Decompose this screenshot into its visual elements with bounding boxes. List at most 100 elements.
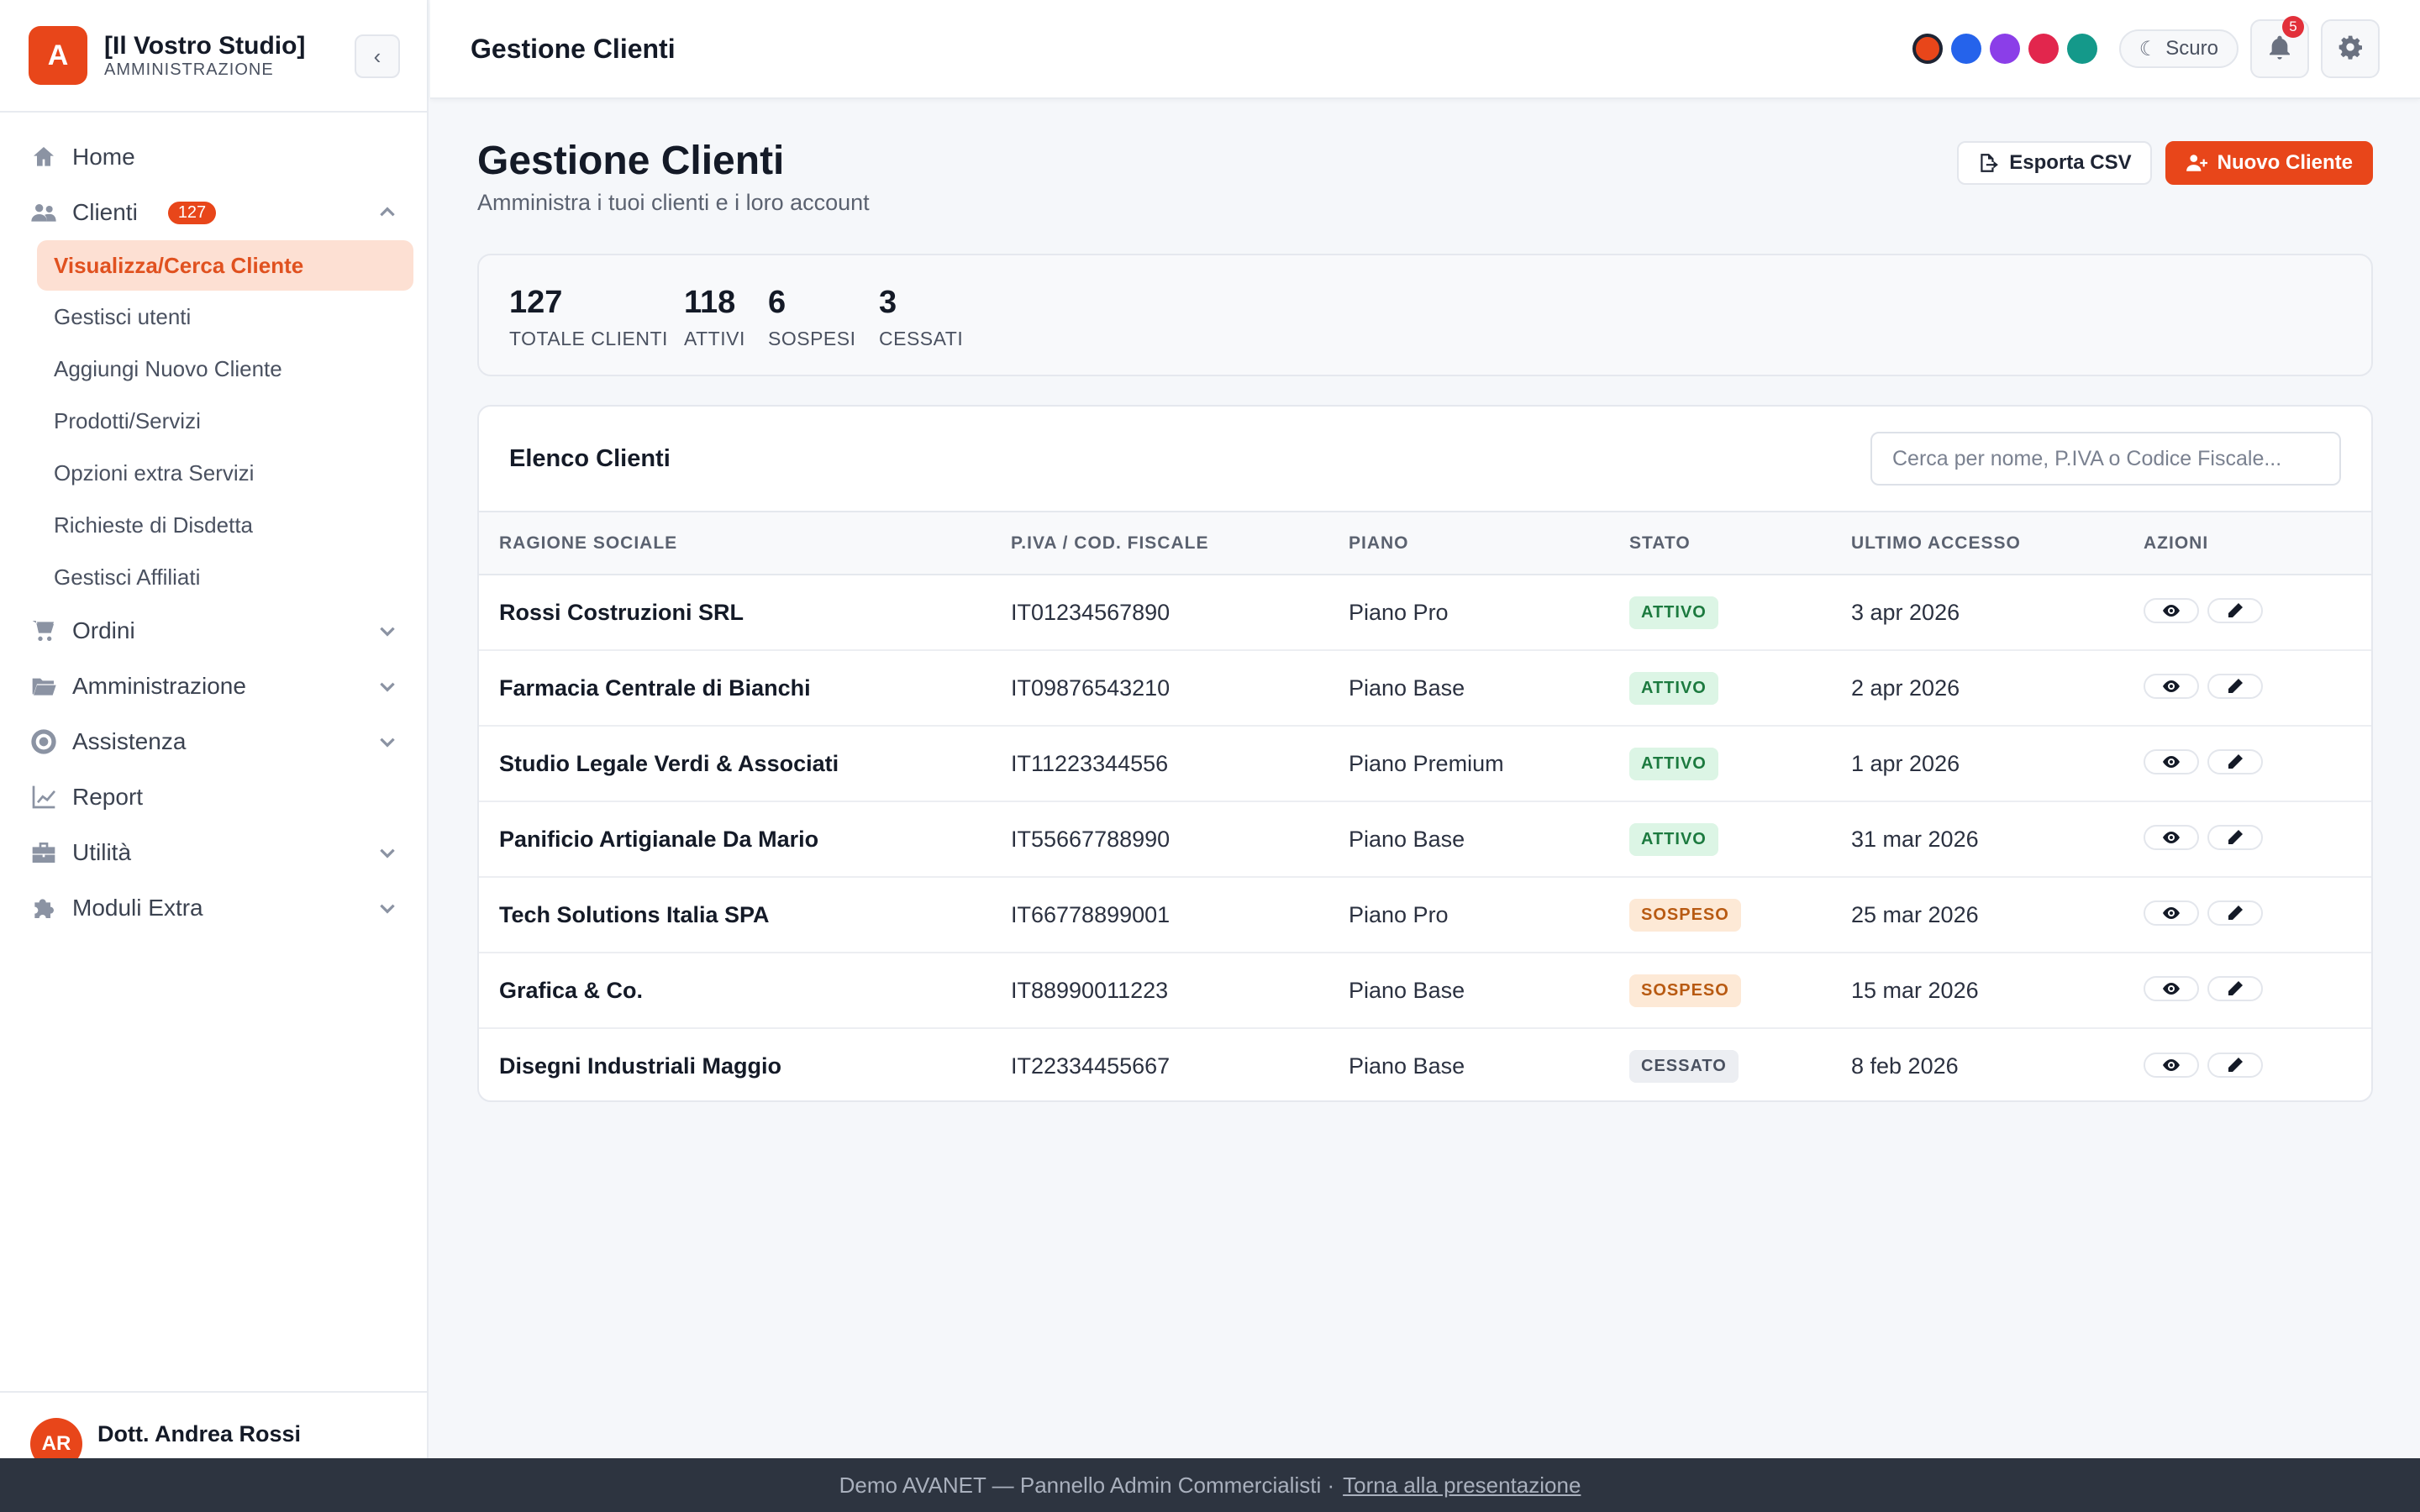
color-swatch-teal[interactable] bbox=[2066, 34, 2097, 64]
client-plan: Piano Base bbox=[1349, 977, 1465, 1003]
settings-button[interactable] bbox=[2321, 19, 2380, 78]
sidebar-nav: Home Clienti 127 Visualizza/Cerca Client… bbox=[0, 113, 427, 936]
stat-value: 118 bbox=[684, 285, 736, 320]
new-client-label: Nuovo Cliente bbox=[2217, 151, 2353, 174]
view-button[interactable] bbox=[2144, 598, 2199, 623]
edit-button[interactable] bbox=[2207, 900, 2263, 926]
client-piva: IT66778899001 bbox=[1011, 901, 1171, 927]
edit-button[interactable] bbox=[2207, 1052, 2263, 1078]
moon-icon: ☾ bbox=[2139, 37, 2158, 60]
stat-value: 127 bbox=[509, 285, 563, 320]
sidebar-subitem-opzioni-extra[interactable]: Opzioni extra Servizi bbox=[54, 459, 255, 486]
client-name[interactable]: Studio Legale Verdi & Associati bbox=[499, 750, 839, 776]
edit-button[interactable] bbox=[2207, 674, 2263, 699]
table-row[interactable]: Panificio Artigianale Da Mario IT5566778… bbox=[479, 801, 2371, 877]
sidebar-subitem-prodotti-servizi[interactable]: Prodotti/Servizi bbox=[54, 407, 201, 433]
sidebar-item-label: Home bbox=[72, 144, 135, 170]
sidebar-subitem-richieste-disdetta[interactable]: Richieste di Disdetta bbox=[54, 512, 253, 538]
column-header[interactable]: PIANO bbox=[1349, 533, 1409, 553]
collapse-sidebar-button[interactable]: ‹ bbox=[355, 34, 400, 78]
sidebar-item-amministrazione[interactable]: Amministrazione bbox=[0, 659, 427, 714]
stats-summary: 127 TOTALE CLIENTI 118 ATTIVI 6 SOSPESI … bbox=[477, 254, 2373, 376]
theme-toggle-button[interactable]: ☾ Scuro bbox=[2118, 29, 2238, 68]
sidebar-item-label: Amministrazione bbox=[72, 673, 246, 699]
sidebar-item-ordini[interactable]: Ordini bbox=[0, 603, 427, 659]
table-row[interactable]: Rossi Costruzioni SRL IT01234567890 Pian… bbox=[479, 575, 2371, 650]
stat-totale-clienti: 127 TOTALE CLIENTI bbox=[509, 284, 668, 350]
view-button[interactable] bbox=[2144, 749, 2199, 774]
color-swatch-red[interactable] bbox=[2028, 34, 2059, 64]
sidebar-item-utilita[interactable]: Utilità bbox=[0, 825, 427, 880]
pencil-icon bbox=[2228, 830, 2243, 844]
chart-line-icon bbox=[29, 782, 59, 812]
column-header[interactable]: ULTIMO ACCESSO bbox=[1851, 533, 2021, 553]
table-row[interactable]: Disegni Industriali Maggio IT22334455667… bbox=[479, 1028, 2371, 1100]
table-row[interactable]: Grafica & Co. IT88990011223 Piano Base S… bbox=[479, 953, 2371, 1028]
color-swatch-purple[interactable] bbox=[1989, 34, 2020, 64]
new-client-button[interactable]: Nuovo Cliente bbox=[2165, 141, 2373, 185]
client-last-access: 8 feb 2026 bbox=[1851, 1053, 1959, 1079]
client-name[interactable]: Rossi Costruzioni SRL bbox=[499, 599, 744, 625]
export-csv-button[interactable]: Esporta CSV bbox=[1957, 141, 2152, 185]
edit-button[interactable] bbox=[2207, 825, 2263, 850]
table-row[interactable]: Tech Solutions Italia SPA IT66778899001 … bbox=[479, 877, 2371, 953]
table-row[interactable]: Farmacia Centrale di Bianchi IT098765432… bbox=[479, 650, 2371, 726]
client-name[interactable]: Panificio Artigianale Da Mario bbox=[499, 826, 819, 852]
edit-button[interactable] bbox=[2207, 749, 2263, 774]
client-name[interactable]: Disegni Industriali Maggio bbox=[499, 1053, 782, 1079]
pencil-icon bbox=[2228, 603, 2243, 617]
sidebar-item-assistenza[interactable]: Assistenza bbox=[0, 714, 427, 769]
view-button[interactable] bbox=[2144, 674, 2199, 699]
client-last-access: 3 apr 2026 bbox=[1851, 599, 1960, 625]
eye-icon bbox=[2163, 907, 2180, 919]
sidebar-item-home[interactable]: Home bbox=[0, 129, 427, 185]
list-title: Elenco Clienti bbox=[509, 445, 671, 472]
client-piva: IT01234567890 bbox=[1011, 599, 1171, 625]
stat-value: 3 bbox=[879, 285, 897, 320]
pencil-icon bbox=[2228, 679, 2243, 693]
column-header[interactable]: P.IVA / COD. FISCALE bbox=[1011, 533, 1209, 553]
view-button[interactable] bbox=[2144, 900, 2199, 926]
table-row[interactable]: Studio Legale Verdi & Associati IT112233… bbox=[479, 726, 2371, 801]
color-swatch-orange[interactable] bbox=[1912, 34, 1943, 64]
column-header[interactable]: STATO bbox=[1629, 533, 1691, 553]
view-button[interactable] bbox=[2144, 825, 2199, 850]
client-piva: IT22334455667 bbox=[1011, 1053, 1171, 1079]
notifications-button[interactable]: 5 bbox=[2250, 16, 2309, 78]
users-icon bbox=[29, 197, 59, 228]
pencil-icon bbox=[2228, 906, 2243, 920]
client-name[interactable]: Tech Solutions Italia SPA bbox=[499, 901, 770, 927]
edit-button[interactable] bbox=[2207, 598, 2263, 623]
sidebar-subitem-visualizza-cliente[interactable]: Visualizza/Cerca Cliente bbox=[37, 240, 413, 291]
color-swatch-blue[interactable] bbox=[1950, 34, 1981, 64]
sidebar-item-moduli-extra[interactable]: Moduli Extra bbox=[0, 880, 427, 936]
column-header[interactable]: RAGIONE SOCIALE bbox=[499, 533, 678, 553]
sidebar-subitem-aggiungi-cliente[interactable]: Aggiungi Nuovo Cliente bbox=[54, 355, 282, 381]
client-plan: Piano Base bbox=[1349, 1053, 1465, 1079]
chevron-down-icon bbox=[376, 897, 398, 919]
sidebar-item-report[interactable]: Report bbox=[0, 769, 427, 825]
status-badge: ATTIVO bbox=[1629, 747, 1718, 780]
client-last-access: 1 apr 2026 bbox=[1851, 750, 1960, 776]
topbar-title: Gestione Clienti bbox=[471, 33, 676, 64]
sidebar-item-clienti[interactable]: Clienti 127 bbox=[0, 185, 427, 240]
client-plan: Piano Base bbox=[1349, 826, 1465, 852]
edit-button[interactable] bbox=[2207, 976, 2263, 1001]
view-button[interactable] bbox=[2144, 976, 2199, 1001]
stat-label: SOSPESI bbox=[768, 328, 856, 349]
clienti-count-badge: 127 bbox=[167, 201, 217, 224]
user-profile[interactable]: AR Dott. Andrea Rossi bbox=[0, 1391, 429, 1458]
sidebar-subitem-gestisci-affiliati[interactable]: Gestisci Affiliati bbox=[54, 564, 201, 590]
sidebar-subitem-gestisci-utenti[interactable]: Gestisci utenti bbox=[54, 303, 192, 329]
cart-icon bbox=[29, 616, 59, 646]
client-name[interactable]: Grafica & Co. bbox=[499, 977, 644, 1003]
sidebar-item-label: Ordini bbox=[72, 617, 135, 643]
back-to-presentation-link[interactable]: Torna alla presentazione bbox=[1343, 1472, 1581, 1498]
sidebar-item-label: Report bbox=[72, 784, 144, 810]
search-input[interactable] bbox=[1870, 432, 2341, 486]
table-header-row: RAGIONE SOCIALE P.IVA / COD. FISCALE PIA… bbox=[479, 512, 2371, 575]
client-name[interactable]: Farmacia Centrale di Bianchi bbox=[499, 675, 811, 701]
sidebar-item-label: Moduli Extra bbox=[72, 895, 203, 921]
view-button[interactable] bbox=[2144, 1052, 2199, 1078]
status-badge: ATTIVO bbox=[1629, 671, 1718, 705]
